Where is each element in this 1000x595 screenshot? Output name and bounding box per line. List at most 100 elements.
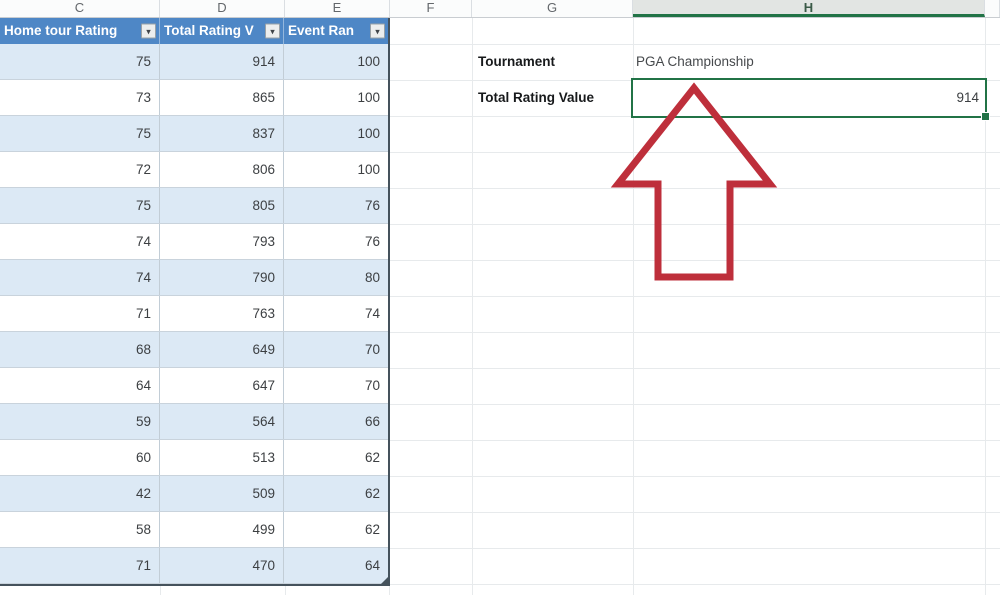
gridline (390, 512, 1000, 513)
column-header-D[interactable]: D (160, 0, 285, 17)
gridline (390, 224, 1000, 225)
table-resize-handle[interactable] (381, 577, 388, 584)
cell[interactable]: 80 (364, 270, 380, 285)
cell[interactable]: 100 (357, 90, 380, 105)
table-row: 74 790 80 (0, 260, 388, 296)
gridline (390, 368, 1000, 369)
cell[interactable]: 62 (364, 450, 380, 465)
tournament-value-cell[interactable]: PGA Championship (636, 54, 754, 69)
cell[interactable]: 914 (160, 44, 284, 79)
filter-dropdown-button[interactable]: ▾ (370, 23, 385, 39)
table-body: 75 914 100 73 865 100 75 837 100 72 806 100 75 805 76 7… (0, 44, 388, 584)
cell[interactable]: 59 (0, 404, 160, 439)
gridline (389, 584, 390, 595)
cell[interactable]: 75 (0, 116, 160, 151)
cell[interactable]: 793 (160, 224, 284, 259)
cell[interactable]: 74 (0, 260, 160, 295)
gridline (390, 476, 1000, 477)
table-row: 68 649 70 (0, 332, 388, 368)
chevron-down-icon: ▾ (270, 26, 275, 36)
gridline (390, 548, 1000, 549)
cell[interactable]: 62 (364, 522, 380, 537)
table-header-label: Home tour Rating (4, 23, 118, 38)
cell[interactable]: 70 (364, 378, 380, 393)
column-header-G[interactable]: G (472, 0, 633, 17)
cell[interactable]: 564 (160, 404, 284, 439)
gridline (985, 18, 986, 595)
table-row: 75 805 76 (0, 188, 388, 224)
cell[interactable]: 76 (364, 198, 380, 213)
cell[interactable]: 75 (0, 44, 160, 79)
table-header-2[interactable]: Event Ran ▾ (284, 18, 388, 44)
cell[interactable]: 64 (364, 558, 380, 573)
cell[interactable]: 837 (160, 116, 284, 151)
cell[interactable]: 68 (0, 332, 160, 367)
table-header-row: Home tour Rating ▾ Total Rating V ▾ Event Ra… (0, 18, 388, 44)
cell[interactable]: 763 (160, 296, 284, 331)
table-row: 75 914 100 (0, 44, 388, 80)
chevron-down-icon: ▾ (375, 26, 380, 36)
gridline (160, 584, 161, 595)
cell[interactable]: 100 (357, 126, 380, 141)
cell[interactable]: 73 (0, 80, 160, 115)
cell[interactable]: 70 (364, 342, 380, 357)
column-header-next[interactable] (985, 0, 1000, 17)
cell[interactable]: 64 (0, 368, 160, 403)
gridline (633, 18, 634, 595)
cell[interactable]: 71 (0, 548, 160, 583)
table-header-label: Event Ran (288, 23, 355, 38)
table-header-1[interactable]: Total Rating V ▾ (160, 18, 284, 44)
cell[interactable]: 72 (0, 152, 160, 187)
gridline (390, 584, 1000, 585)
selected-cell[interactable]: 914 (631, 78, 990, 121)
cell[interactable]: 100 (357, 162, 380, 177)
cell[interactable]: 74 (0, 224, 160, 259)
cell[interactable]: 75 (0, 188, 160, 223)
filter-dropdown-button[interactable]: ▾ (141, 23, 156, 39)
table-row: 71 763 74 (0, 296, 388, 332)
cell[interactable]: 790 (160, 260, 284, 295)
total-rating-label-cell[interactable]: Total Rating Value (478, 90, 595, 105)
cell[interactable]: 60 (0, 440, 160, 475)
cell[interactable]: 100 (357, 54, 380, 69)
table-row: 75 837 100 (0, 116, 388, 152)
cell[interactable]: 62 (364, 486, 380, 501)
cell[interactable]: 806 (160, 152, 284, 187)
cell[interactable]: 66 (364, 414, 380, 429)
table-header-0[interactable]: Home tour Rating ▾ (0, 18, 160, 44)
column-header-E[interactable]: E (285, 0, 390, 17)
cell[interactable]: 513 (160, 440, 284, 475)
table-row: 73 865 100 (0, 80, 388, 116)
cell[interactable]: 647 (160, 368, 284, 403)
gridline (390, 188, 1000, 189)
table-row: 74 793 76 (0, 224, 388, 260)
cell[interactable]: 499 (160, 512, 284, 547)
tournament-label-cell[interactable]: Tournament (478, 54, 555, 69)
column-header-C[interactable]: C (0, 0, 160, 17)
cell[interactable]: 470 (160, 548, 284, 583)
table-row: 64 647 70 (0, 368, 388, 404)
filter-dropdown-button[interactable]: ▾ (265, 23, 280, 39)
cell[interactable]: 649 (160, 332, 284, 367)
cell[interactable]: 58 (0, 512, 160, 547)
column-header-H[interactable]: H (633, 0, 985, 17)
cell[interactable]: 805 (160, 188, 284, 223)
table-row: 72 806 100 (0, 152, 388, 188)
cell[interactable]: 74 (364, 306, 380, 321)
table-row: 71 470 64 (0, 548, 388, 584)
fill-handle[interactable] (981, 112, 990, 121)
cell[interactable]: 42 (0, 476, 160, 511)
column-header-F[interactable]: F (390, 0, 472, 17)
table-row: 59 564 66 (0, 404, 388, 440)
gridline (390, 44, 1000, 45)
cell[interactable]: 509 (160, 476, 284, 511)
gridline (390, 260, 1000, 261)
cell[interactable]: 865 (160, 80, 284, 115)
gridline (390, 296, 1000, 297)
cell[interactable]: 76 (364, 234, 380, 249)
chevron-down-icon: ▾ (146, 26, 151, 36)
gridline (390, 152, 1000, 153)
cell[interactable]: 71 (0, 296, 160, 331)
